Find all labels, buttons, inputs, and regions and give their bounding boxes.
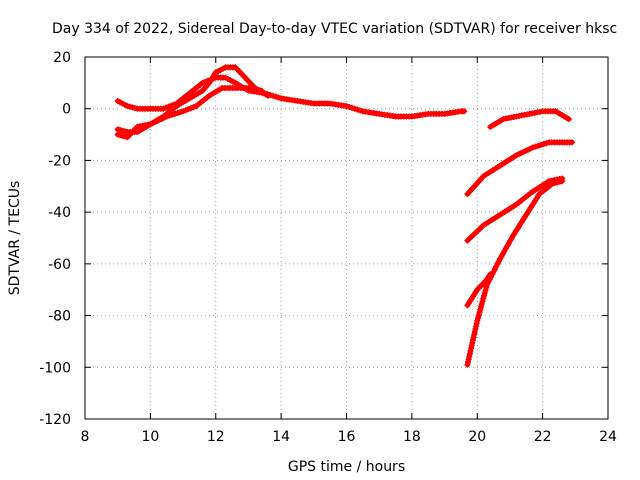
- series-track-3: [114, 85, 265, 141]
- x-tick-label: 24: [599, 429, 617, 445]
- data-point: [487, 271, 494, 278]
- series-track-4: [487, 108, 572, 130]
- x-tick-label: 18: [403, 429, 421, 445]
- data-point: [354, 106, 361, 113]
- series-track-8: [464, 271, 494, 309]
- data-point: [482, 287, 489, 294]
- data-point: [559, 178, 566, 185]
- data-point: [177, 109, 184, 116]
- data-point: [478, 301, 485, 308]
- data-point: [483, 284, 490, 291]
- series-track-5: [464, 139, 576, 198]
- data-series: [114, 64, 576, 368]
- series-track-7: [464, 178, 566, 368]
- y-tick-label: 0: [62, 102, 71, 118]
- y-axis-title: SDTVAR / TECUs: [7, 181, 23, 296]
- y-tick-label: -100: [39, 360, 71, 376]
- data-point: [475, 312, 482, 319]
- x-tick-label: 16: [338, 429, 356, 445]
- data-point: [166, 112, 173, 119]
- data-point: [537, 141, 544, 148]
- data-point: [540, 141, 547, 148]
- grid-lines: [85, 57, 608, 419]
- x-tick-label: 14: [272, 429, 290, 445]
- data-point: [481, 289, 488, 296]
- data-point: [477, 306, 484, 313]
- series-line: [464, 178, 565, 368]
- x-tick-label: 12: [207, 429, 225, 445]
- chart-title: Day 334 of 2022, Sidereal Day-to-day VTE…: [52, 21, 617, 37]
- data-point: [543, 140, 550, 147]
- x-tick-label: 22: [534, 429, 552, 445]
- data-point: [475, 314, 482, 321]
- data-point: [351, 105, 358, 112]
- data-point: [535, 142, 542, 149]
- data-point: [169, 111, 176, 118]
- x-axis-title: GPS time / hours: [288, 459, 405, 475]
- data-point: [348, 104, 355, 111]
- data-point: [529, 144, 536, 151]
- x-tick-label: 10: [141, 429, 159, 445]
- y-tick-label: -120: [39, 412, 71, 428]
- data-point: [480, 295, 487, 302]
- data-point: [275, 94, 282, 101]
- axis-ticks: 8 10 12 14 16 18 20 22 24 -120 -100 -80 -60 -40 -20 0 20: [39, 50, 617, 445]
- x-tick-label: 20: [468, 429, 486, 445]
- data-point: [343, 103, 350, 110]
- y-tick-label: 20: [53, 50, 71, 66]
- data-point: [569, 139, 576, 146]
- data-point: [258, 87, 265, 94]
- data-point: [174, 110, 181, 117]
- series-line: [464, 139, 575, 197]
- y-tick-label: -80: [48, 309, 71, 325]
- data-point: [476, 309, 483, 316]
- y-tick-label: -40: [48, 205, 71, 221]
- data-point: [478, 303, 485, 310]
- data-point: [479, 298, 486, 305]
- data-point: [346, 103, 353, 110]
- data-point: [532, 143, 539, 150]
- x-tick-label: 8: [81, 429, 90, 445]
- data-point: [481, 292, 488, 299]
- y-tick-label: -60: [48, 257, 71, 273]
- data-point: [163, 113, 170, 120]
- data-point: [474, 317, 481, 324]
- data-point: [357, 107, 364, 114]
- data-point: [565, 116, 572, 123]
- data-point: [461, 108, 468, 115]
- data-point: [171, 110, 178, 117]
- data-point: [272, 93, 279, 100]
- data-point: [265, 92, 272, 99]
- y-tick-label: -20: [48, 153, 71, 169]
